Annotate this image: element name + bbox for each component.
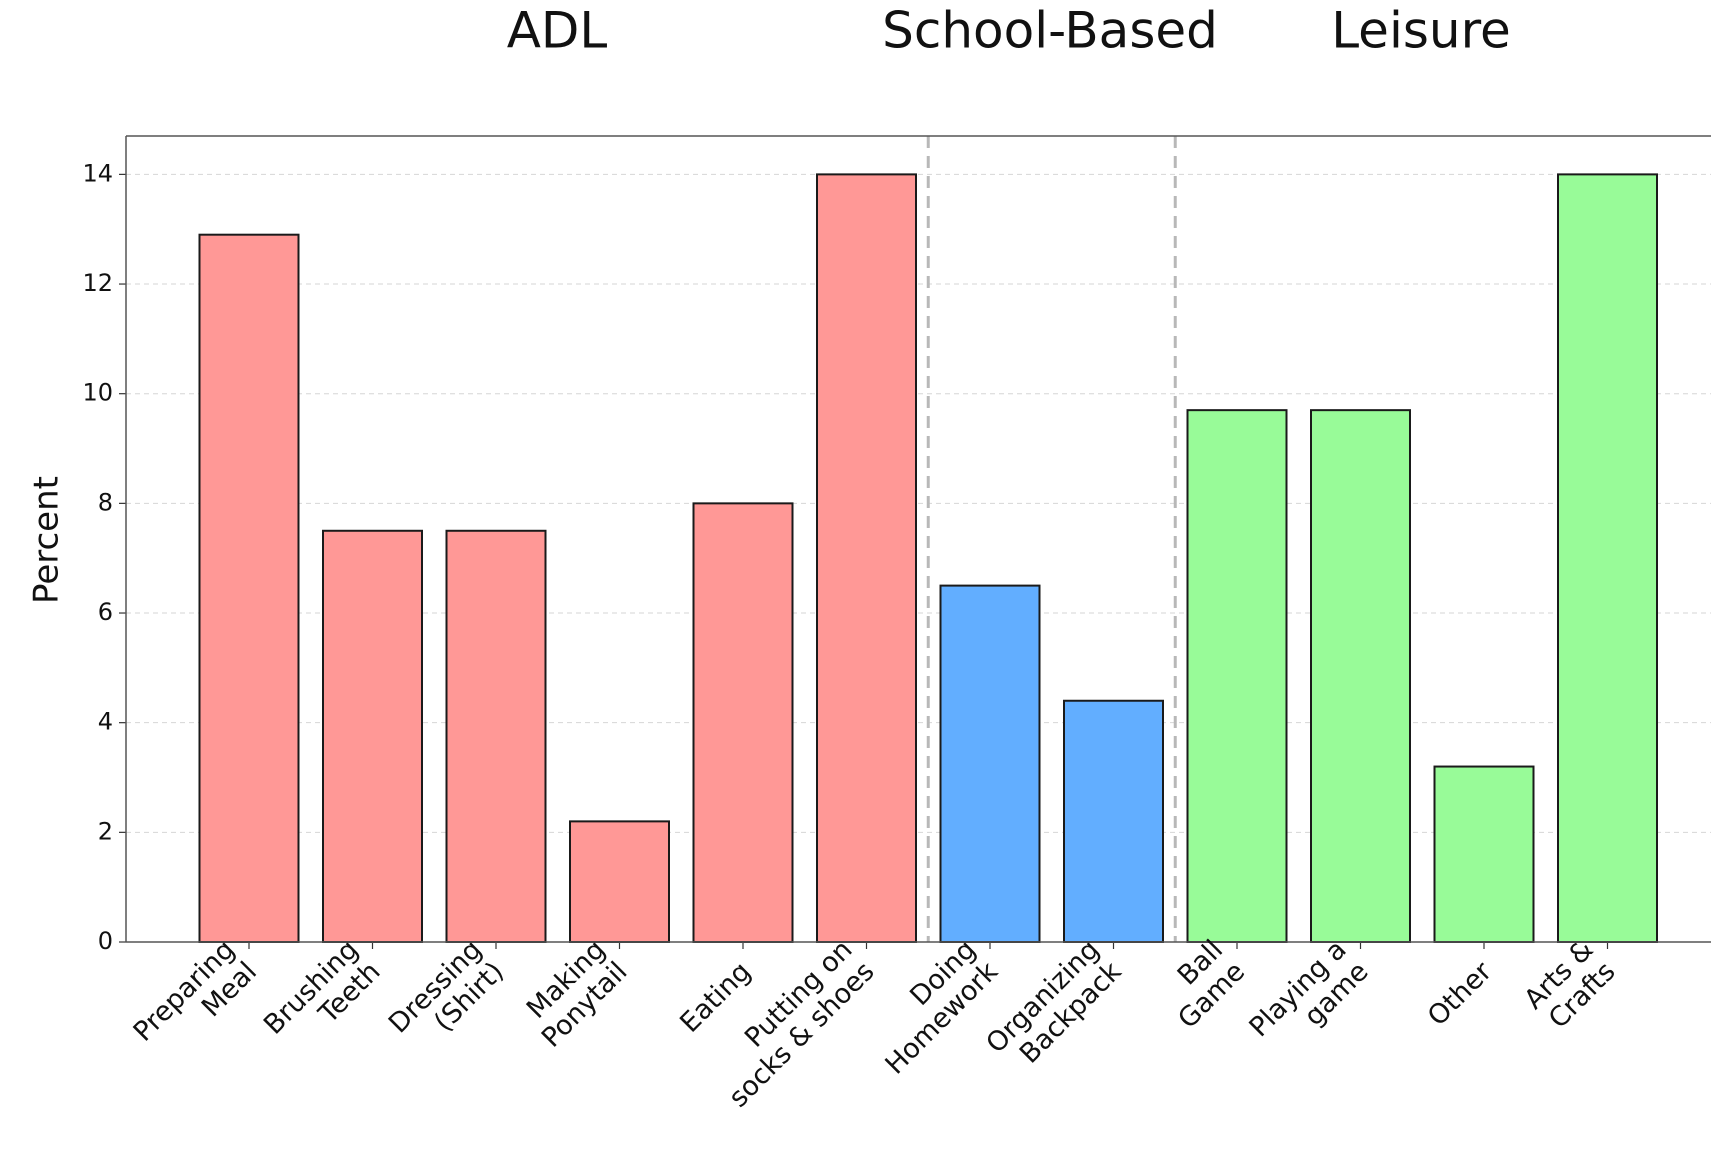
x-tick-label: PreparingMeal bbox=[128, 934, 263, 1069]
x-tick-label: Dressing(Shirt) bbox=[383, 934, 510, 1061]
x-tick-label: MakingPonytail bbox=[514, 934, 634, 1054]
x-tick-label: Playing agame bbox=[1244, 934, 1375, 1065]
group-title: ADL bbox=[507, 2, 608, 60]
y-axis-title: Percent bbox=[27, 476, 67, 604]
x-tick-label: BallGame bbox=[1150, 934, 1251, 1035]
group-title: Leisure bbox=[1331, 2, 1511, 60]
bar bbox=[322, 529, 423, 943]
bar bbox=[816, 173, 917, 943]
bar bbox=[1433, 765, 1535, 943]
bar bbox=[1186, 409, 1288, 943]
bar bbox=[939, 584, 1041, 944]
bar bbox=[198, 233, 300, 944]
x-tick-label: Arts &Crafts bbox=[1518, 934, 1621, 1037]
x-tick-label: OrganizingBackpack bbox=[980, 934, 1127, 1081]
bar bbox=[445, 529, 547, 943]
x-tick-label: BrushingTeeth bbox=[258, 934, 386, 1062]
y-tick-label: 6 bbox=[98, 598, 113, 626]
bar bbox=[1557, 173, 1658, 943]
axis-layer: 0 2 4 6 8 10 12 14 bbox=[82, 135, 1711, 955]
y-tick-label: 12 bbox=[82, 269, 113, 297]
y-tick-label: 8 bbox=[98, 488, 113, 516]
group-title: School-Based bbox=[882, 2, 1218, 60]
bar bbox=[1063, 699, 1164, 943]
y-tick-label: 4 bbox=[98, 708, 113, 736]
bar bbox=[692, 502, 794, 943]
x-tick-label: DoingHomework bbox=[858, 934, 1005, 1081]
bar-layer bbox=[198, 173, 1658, 944]
bar bbox=[569, 820, 670, 943]
y-tick-label: 2 bbox=[98, 817, 113, 845]
y-tick-label: 0 bbox=[98, 927, 113, 955]
x-tick-label: Other bbox=[1422, 955, 1499, 1032]
bar bbox=[1310, 409, 1411, 943]
x-tick-label: Putting onsocks & shoes bbox=[701, 934, 880, 1113]
y-tick-label: 14 bbox=[82, 159, 113, 187]
y-tick-label: 10 bbox=[82, 379, 113, 407]
